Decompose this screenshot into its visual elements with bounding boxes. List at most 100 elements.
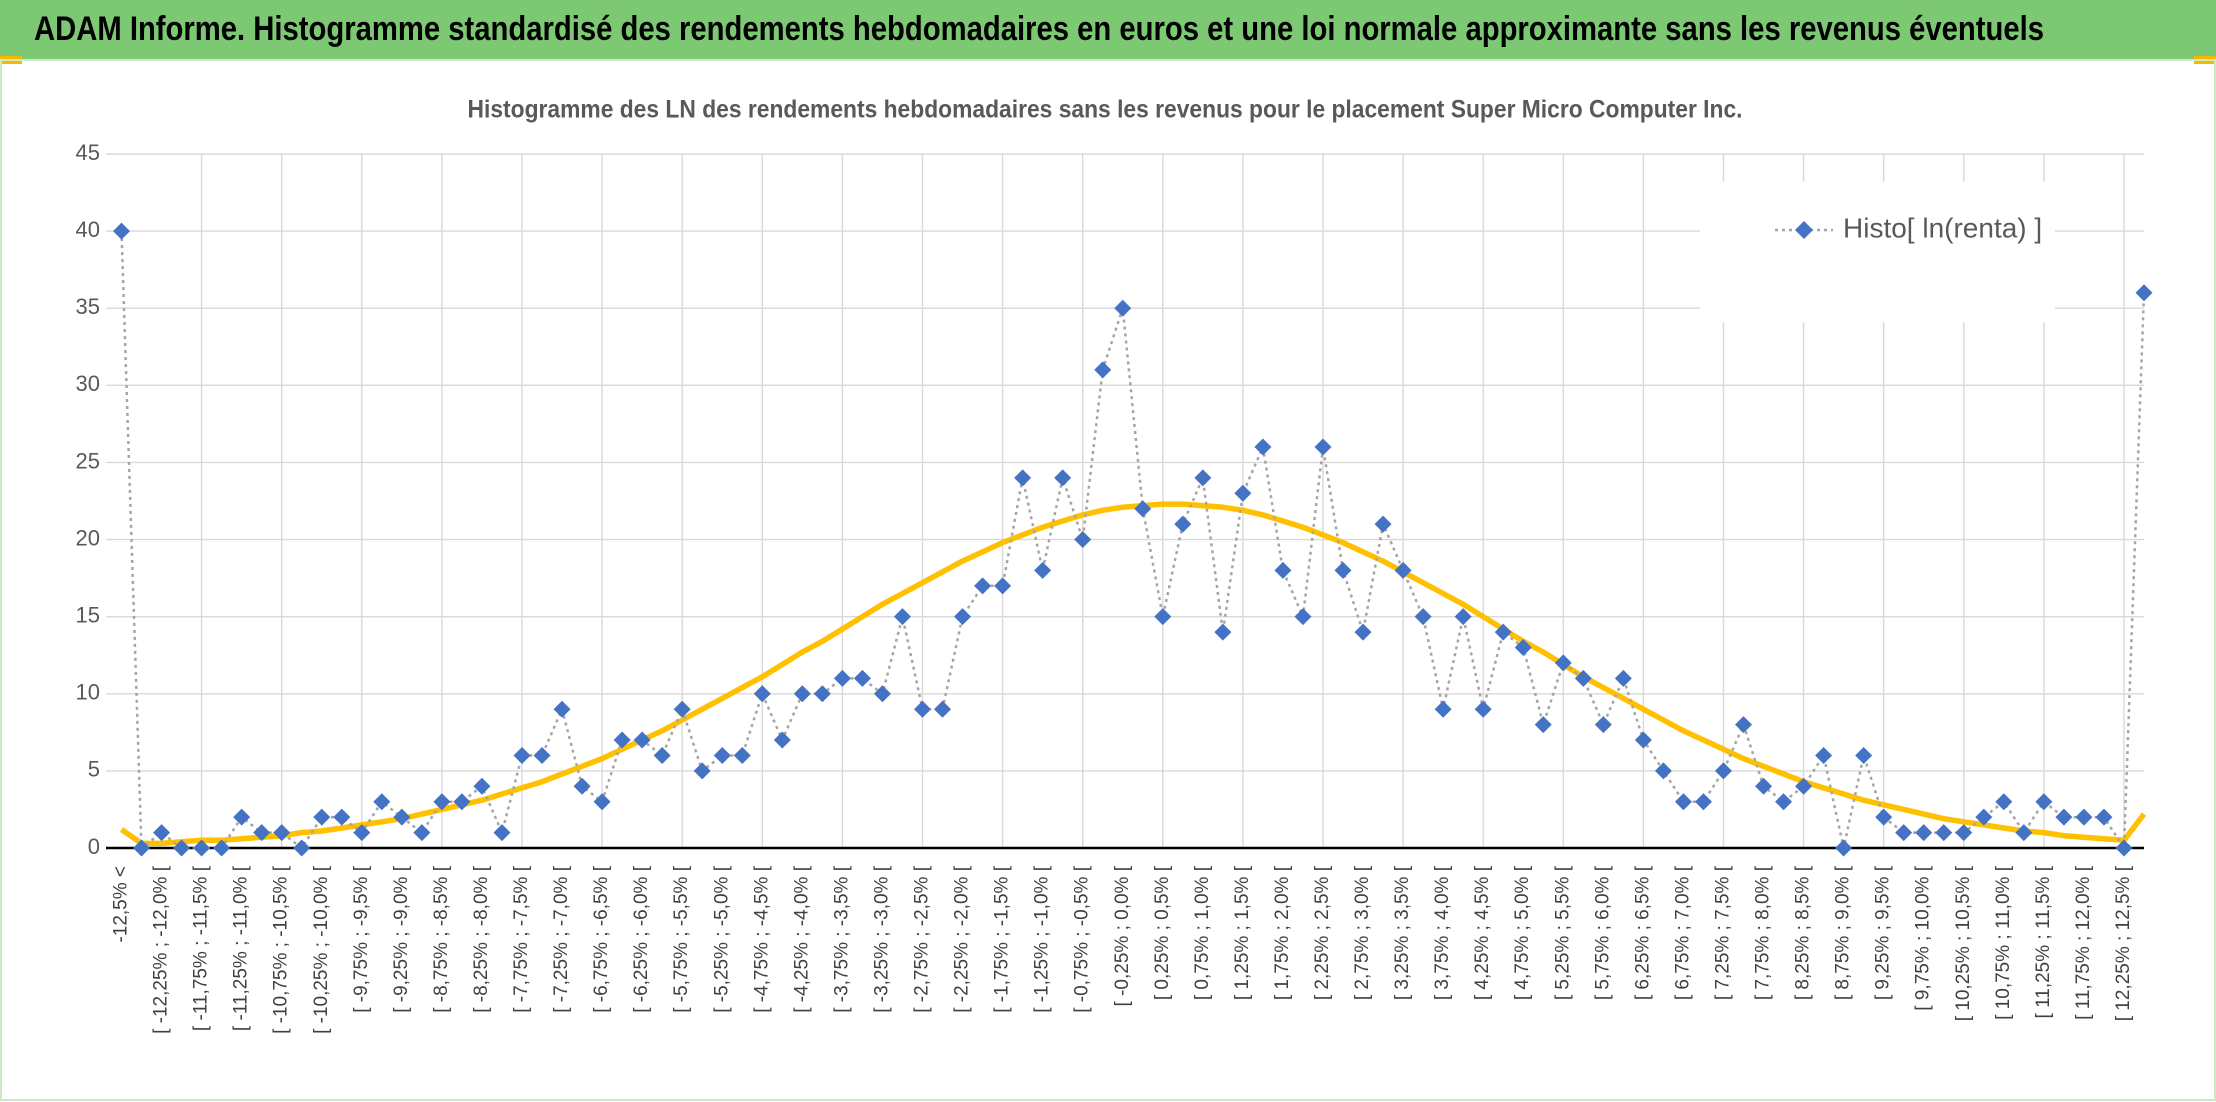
x-tick-label: [ 7,75% ; 8,0% [: [1753, 865, 1774, 1000]
data-point: [853, 669, 871, 687]
data-point: [994, 577, 1012, 595]
grid: 0 5 10 15 20 25 30 35 40 45 -12,5% < [ -12,25% ; -1…: [76, 140, 2144, 1034]
data-point: [1835, 839, 1853, 857]
data-point: [453, 793, 471, 811]
data-point: [1875, 808, 1893, 826]
data-point: [1154, 608, 1172, 626]
x-tick-label: [ 10,25% ; 10,5% [: [1953, 865, 1974, 1021]
header-bar: [0, 0, 2216, 60]
data-point: [873, 685, 891, 703]
x-tick-label: [ -3,25% ; -3,0% [: [871, 865, 892, 1013]
x-tick-label: [ 9,75% ; 10,0% [: [1913, 865, 1934, 1010]
x-tick-label: [ 0,25% ; 0,5% [: [1152, 865, 1173, 1000]
x-tick-label: [ -6,75% ; -6,5% [: [591, 865, 612, 1013]
data-point: [1614, 669, 1632, 687]
data-point: [733, 746, 751, 764]
data-point: [1074, 531, 1092, 549]
x-tick-label: [ 8,25% ; 8,5% [: [1793, 865, 1814, 1000]
data-point: [1975, 808, 1993, 826]
data-point: [893, 608, 911, 626]
data-point: [813, 685, 831, 703]
data-point: [553, 700, 571, 718]
y-tick-label: 25: [76, 448, 100, 473]
x-tick-label: [ 0,75% ; 1,0% [: [1192, 865, 1213, 1000]
data-point: [613, 731, 631, 749]
frame: [0, 59, 2216, 1101]
x-tick-label: [ 1,25% ; 1,5% [: [1232, 865, 1253, 1000]
x-tick-label: [ 8,75% ; 9,0% [: [1833, 865, 1854, 1000]
data-point: [713, 746, 731, 764]
x-tick-label: [ 11,75% ; 12,0% [: [2073, 865, 2094, 1020]
data-point: [653, 746, 671, 764]
page-title: ADAM Informe. Histogramme standardisé de…: [34, 10, 2044, 48]
data-point: [1174, 515, 1192, 533]
legend-label: Histo[ ln(renta) ]: [1843, 212, 2042, 243]
data-point: [513, 746, 531, 764]
data-point: [1274, 561, 1292, 579]
x-tick-label: [ -1,75% ; -1,5% [: [992, 865, 1013, 1013]
data-point: [2035, 793, 2053, 811]
data-point: [1494, 623, 1512, 641]
x-tick-label: [ -11,75% ; -11,5% [: [191, 865, 212, 1031]
data-point: [1354, 623, 1372, 641]
x-tick-label: [ 2,25% ; 2,5% [: [1312, 865, 1333, 1000]
x-tick-label: [ 11,25% ; 11,5% [: [2033, 865, 2054, 1018]
data-point: [473, 777, 491, 795]
x-tick-label: [ 5,75% ; 6,0% [: [1592, 865, 1613, 1000]
y-tick-label: 10: [76, 680, 100, 705]
data-point: [1634, 731, 1652, 749]
data-point: [293, 839, 311, 857]
data-point: [1514, 639, 1532, 657]
data-point: [2095, 808, 2113, 826]
data-point: [533, 746, 551, 764]
x-tick-label: [ 1,75% ; 2,0% [: [1272, 865, 1293, 1000]
x-tick-label: [ -8,25% ; -8,0% [: [471, 865, 492, 1013]
data-point: [1855, 746, 1873, 764]
data-point: [1454, 608, 1472, 626]
data-point: [1214, 623, 1232, 641]
data-point: [1254, 438, 1272, 456]
plot: [113, 222, 2153, 857]
x-tick-label: [ 12,25% ; 12,5% [: [2113, 865, 2134, 1021]
data-point: [273, 824, 291, 842]
data-point: [1414, 608, 1432, 626]
data-point: [113, 222, 130, 240]
data-point: [2135, 284, 2153, 302]
x-tick-label: [ -7,75% ; -7,5% [: [511, 865, 532, 1013]
x-tick-label: [ -9,25% ; -9,0% [: [391, 865, 412, 1013]
x-tick-label: [ -12,25% ; -12,0% [: [151, 865, 172, 1034]
data-point: [833, 669, 851, 687]
x-tick-label: [ -7,25% ; -7,0% [: [551, 865, 572, 1013]
data-point: [1594, 716, 1612, 734]
data-point: [1955, 824, 1973, 842]
data-point: [393, 808, 411, 826]
data-point: [1755, 777, 1773, 795]
data-point: [573, 777, 591, 795]
data-point: [1374, 515, 1392, 533]
x-tick-label: [ -8,75% ; -8,5% [: [431, 865, 452, 1013]
y-tick-label: 0: [88, 834, 100, 859]
data-point: [173, 839, 191, 857]
x-tick-label: [ 7,25% ; 7,5% [: [1712, 865, 1733, 1000]
data-point: [1554, 654, 1572, 672]
data-point: [433, 793, 451, 811]
x-tick-label: [ -9,75% ; -9,5% [: [351, 865, 372, 1013]
data-point: [1935, 824, 1953, 842]
data-point: [213, 839, 231, 857]
data-point: [1334, 561, 1352, 579]
x-tick-label: [ 10,75% ; 11,0% [: [1993, 865, 2014, 1020]
data-point: [2055, 808, 2073, 826]
data-point: [913, 700, 931, 718]
data-point: [1574, 669, 1592, 687]
data-point: [2015, 824, 2033, 842]
y-tick-label: 5: [88, 757, 100, 782]
data-point: [1234, 484, 1252, 502]
data-point: [593, 793, 611, 811]
data-point: [753, 685, 771, 703]
legend: Histo[ ln(renta) ]: [1700, 182, 2055, 322]
data-point: [1034, 561, 1052, 579]
data-point: [413, 824, 431, 842]
data-point: [693, 762, 711, 780]
y-tick-label: 15: [76, 602, 100, 627]
data-point: [193, 839, 211, 857]
